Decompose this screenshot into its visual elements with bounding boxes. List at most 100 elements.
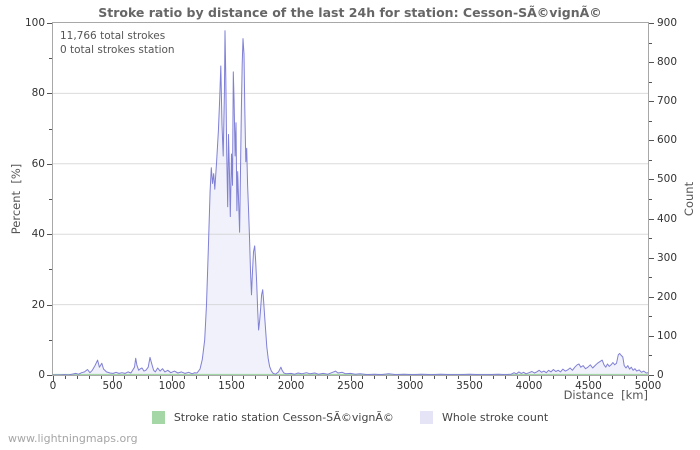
y-right-tick-label: 500 xyxy=(657,173,678,186)
x-tick-label: 2500 xyxy=(337,380,364,392)
x-tick xyxy=(172,376,173,381)
y-right-tick xyxy=(649,101,654,103)
x-tick xyxy=(362,376,364,379)
y-left-tick-label: 40 xyxy=(31,228,45,241)
y-axis-label-count: Count xyxy=(682,181,696,217)
x-tick xyxy=(160,376,162,379)
y-left-tick xyxy=(47,23,52,24)
y-right-tick xyxy=(649,335,654,337)
x-tick xyxy=(148,376,150,379)
x-tick xyxy=(386,376,388,379)
x-tick xyxy=(421,376,423,379)
count-line xyxy=(53,30,648,375)
y-left-tick xyxy=(49,199,52,200)
y-right-tick xyxy=(649,120,652,122)
x-tick-label: 0 xyxy=(49,380,57,392)
x-tick xyxy=(124,376,126,379)
y-left-tick xyxy=(47,304,52,306)
y-right-tick xyxy=(649,355,652,357)
stroke-ratio-swatch-icon xyxy=(151,411,165,424)
x-tick xyxy=(53,376,54,381)
x-tick-label: 1500 xyxy=(218,380,245,392)
x-tick xyxy=(338,376,340,379)
whole-count-swatch-icon xyxy=(419,411,433,424)
x-axis-label-distance: Distance [km] xyxy=(563,388,648,402)
x-tick xyxy=(219,376,221,379)
x-tick xyxy=(624,376,626,379)
y-left-tick xyxy=(49,58,52,60)
x-tick xyxy=(588,376,590,381)
x-tick xyxy=(195,376,197,379)
x-tick xyxy=(600,376,602,379)
plot-area xyxy=(52,22,649,376)
x-tick xyxy=(636,376,638,379)
y-left-tick-label: 0 xyxy=(38,369,45,381)
x-tick xyxy=(231,376,233,381)
x-tick xyxy=(469,376,471,381)
y-right-tick xyxy=(649,23,654,24)
y-left-tick-label: 60 xyxy=(31,157,45,170)
x-tick xyxy=(136,376,138,379)
x-tick xyxy=(493,376,495,379)
x-tick-label: 4500 xyxy=(575,380,602,392)
y-right-tick xyxy=(649,159,652,161)
y-left-tick xyxy=(47,234,52,236)
x-tick xyxy=(552,376,554,379)
x-tick-label: 2000 xyxy=(277,380,305,392)
x-tick-label: 1000 xyxy=(158,380,186,392)
y-left-tick xyxy=(47,375,52,376)
y-left-tick xyxy=(47,93,52,95)
y-right-tick xyxy=(649,296,654,298)
y-right-tick-label: 600 xyxy=(657,134,678,147)
y-right-tick xyxy=(649,277,652,279)
totals-annotation: 11,766 total strokes 0 total strokes sta… xyxy=(60,29,175,57)
y-right-tick xyxy=(649,179,654,181)
x-tick xyxy=(576,376,578,379)
y-right-tick-label: 900 xyxy=(657,17,678,29)
y-left-tick xyxy=(49,128,52,130)
x-tick xyxy=(302,376,304,379)
y-left-tick xyxy=(49,339,52,341)
y-right-tick xyxy=(649,199,652,200)
y-right-tick-label: 300 xyxy=(657,251,678,264)
station-strokes-text: 0 total strokes station xyxy=(60,44,175,56)
x-tick xyxy=(445,376,447,379)
chart-legend: Stroke ratio station Cesson-SÃ©vignÃ© Wh… xyxy=(0,411,700,424)
y-right-tick xyxy=(649,218,654,220)
x-tick xyxy=(64,376,66,379)
x-tick xyxy=(100,376,102,379)
x-tick xyxy=(183,376,185,379)
legend-label: Whole stroke count xyxy=(441,411,549,424)
x-tick xyxy=(207,376,209,379)
x-tick xyxy=(374,376,376,379)
x-tick xyxy=(88,376,90,379)
y-right-tick-label: 0 xyxy=(657,369,664,381)
chart-title: Stroke ratio by distance of the last 24h… xyxy=(98,5,602,20)
x-tick xyxy=(398,376,400,379)
x-tick xyxy=(457,376,459,379)
stroke-distance-area-chart xyxy=(53,30,648,375)
x-tick-label: 5000 xyxy=(634,380,662,392)
count-area-fill xyxy=(53,30,648,375)
legend-item-stroke-ratio: Stroke ratio station Cesson-SÃ©vignÃ© xyxy=(151,411,394,424)
y-right-tick xyxy=(649,81,652,83)
x-tick xyxy=(267,376,269,379)
total-strokes-text: 11,766 total strokes xyxy=(60,30,166,42)
y-axis-label-percent: Percent [%] xyxy=(9,163,23,235)
y-right-tick-label: 200 xyxy=(657,290,678,303)
y-left-tick-label: 80 xyxy=(31,87,45,100)
watermark-link[interactable]: www.lightningmaps.org xyxy=(8,432,138,445)
x-tick xyxy=(540,376,542,379)
y-left-tick-label: 100 xyxy=(24,17,45,29)
x-tick xyxy=(564,376,566,379)
y-right-tick xyxy=(649,62,654,64)
x-tick xyxy=(481,376,483,379)
x-tick xyxy=(326,376,328,379)
x-tick-label: 4000 xyxy=(515,380,543,392)
y-right-tick-label: 400 xyxy=(657,212,678,225)
x-tick xyxy=(255,376,257,379)
x-tick xyxy=(529,376,530,381)
y-left-tick-label: 20 xyxy=(31,298,45,311)
x-tick xyxy=(505,376,507,379)
